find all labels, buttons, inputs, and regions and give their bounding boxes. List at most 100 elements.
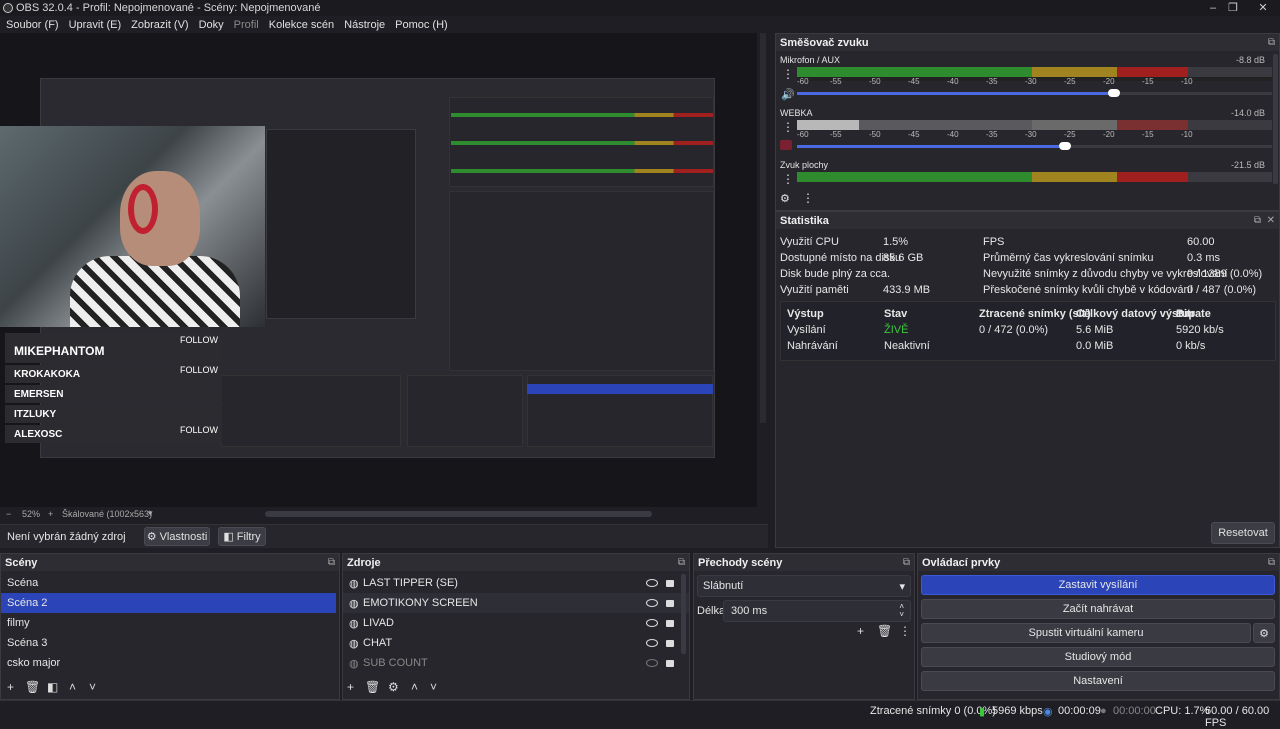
undock-icon[interactable]: ⧉ [902, 557, 910, 568]
menu-tools[interactable]: Nástroje [344, 18, 386, 31]
mixer-channel-name: Mikrofon / AUX [780, 55, 841, 65]
eye-icon[interactable] [646, 619, 658, 627]
source-item[interactable]: ◍ SUB COUNT [343, 653, 689, 673]
spin-arrows-icon[interactable]: ˄ ˅ [899, 602, 904, 619]
filters-button[interactable]: ◧ Filtry [218, 527, 266, 546]
muted-speaker-icon[interactable] [780, 140, 792, 150]
kebab-menu-icon[interactable]: ⋮ [802, 191, 814, 205]
studio-mode-button[interactable]: Studiový mód [921, 647, 1275, 667]
source-item[interactable]: ◍ LIVAD [343, 613, 689, 633]
menu-file[interactable]: Soubor (F) [6, 18, 59, 31]
kebab-menu-icon[interactable]: ⋮ [782, 67, 794, 81]
kebab-menu-icon[interactable]: ⋮ [899, 624, 911, 638]
add-transition-button[interactable]: + [857, 624, 865, 638]
volume-slider[interactable] [797, 92, 1114, 95]
source-item[interactable]: ◍ LAST TIPPER (SE) [343, 573, 689, 593]
scene-item[interactable]: Scéna 2 [1, 593, 336, 613]
start-virtual-camera-button[interactable]: Spustit virtuální kameru [921, 623, 1251, 643]
duration-input[interactable]: 300 ms ˄ ˅ [723, 600, 911, 622]
chevron-down-icon[interactable]: ▾ [148, 508, 153, 518]
browser-source-icon: ◍ [349, 637, 359, 650]
volume-slider[interactable] [797, 145, 1059, 148]
virtual-camera-settings-gear-icon[interactable]: ⚙ [1253, 623, 1275, 643]
undock-icon[interactable]: ⧉ [327, 557, 335, 568]
scene-item[interactable]: filmy [7, 617, 30, 629]
lock-icon[interactable] [666, 579, 674, 587]
mixer-header: Směšovač zvuku ⧉ [776, 34, 1279, 51]
table-header: Výstup [787, 308, 824, 320]
gear-icon[interactable]: ⚙ [388, 680, 399, 694]
eye-hidden-icon[interactable] [646, 659, 658, 667]
mixer-channel-db: -8.8 dB [1235, 55, 1265, 65]
duration-label: Délka [697, 605, 726, 617]
maximize-icon[interactable]: ❐ [1228, 2, 1238, 14]
follower-row: EMERSEN [5, 385, 222, 403]
start-recording-button[interactable]: Začít nahrávat [921, 599, 1275, 619]
lock-icon[interactable] [666, 639, 674, 647]
reset-stats-button[interactable]: Resetovat [1211, 522, 1275, 544]
preview-hscrollbar[interactable] [265, 511, 652, 517]
undock-icon[interactable]: ⧉ [1267, 37, 1275, 48]
menu-docks[interactable]: Doky [198, 18, 224, 31]
filter-icon[interactable]: ◧ [47, 680, 59, 694]
follower-row: ALEXOSC FOLLOW [5, 425, 222, 443]
properties-button[interactable]: ⚙ Vlastnosti [144, 527, 210, 546]
sources-header: Zdroje ⧉ [343, 554, 689, 571]
gear-icon[interactable]: ⚙ [780, 193, 790, 205]
scene-item[interactable]: Scéna 3 [7, 637, 48, 649]
transition-select[interactable]: Slábnutí ▾ [697, 575, 911, 597]
table-cell: 5.6 MiB [1076, 324, 1114, 336]
zoom-out-button[interactable]: − [6, 509, 12, 519]
move-down-icon[interactable]: ˅ [430, 680, 438, 694]
close-icon[interactable]: ✕ [1258, 2, 1268, 14]
no-source-label: Není vybrán žádný zdroj [7, 531, 126, 543]
lock-icon[interactable] [666, 619, 674, 627]
menu-edit[interactable]: Upravit (E) [68, 18, 122, 31]
volume-slider-handle[interactable] [1108, 89, 1120, 97]
add-source-button[interactable]: + [347, 680, 355, 694]
volume-slider-handle[interactable] [1059, 142, 1071, 150]
add-scene-button[interactable]: + [7, 680, 15, 694]
trash-icon[interactable]: 🗑 [365, 680, 381, 694]
move-up-icon[interactable]: ˄ [411, 680, 419, 694]
preview-vscrollbar[interactable] [760, 33, 766, 423]
kebab-menu-icon[interactable]: ⋮ [782, 120, 794, 134]
close-icon[interactable]: ✕ [1266, 215, 1275, 226]
eye-icon[interactable] [646, 599, 658, 607]
trash-icon[interactable]: 🗑 [877, 624, 893, 638]
mixer-meter [797, 67, 1272, 77]
undock-icon[interactable]: ⧉ [677, 557, 685, 568]
menu-help[interactable]: Pomoc (H) [395, 18, 448, 31]
sources-scrollbar[interactable] [681, 574, 686, 654]
table-cell: 0 / 472 (0.0%) [979, 324, 1049, 336]
eye-icon[interactable] [646, 639, 658, 647]
speaker-icon[interactable]: 🔊 [781, 89, 795, 101]
eye-icon[interactable] [646, 579, 658, 587]
lock-icon[interactable] [666, 599, 674, 607]
stop-stream-button[interactable]: Zastavit vysílání [921, 575, 1275, 595]
mixer-scrollbar[interactable] [1273, 54, 1278, 184]
source-item[interactable]: ◍ EMOTIKONY SCREEN [343, 593, 689, 613]
mixer-channel-name: WEBKA [780, 108, 813, 118]
kebab-menu-icon[interactable]: ⋮ [782, 172, 794, 186]
scene-item[interactable]: Scéna [7, 577, 39, 589]
settings-button[interactable]: Nastavení [921, 671, 1275, 691]
undock-icon[interactable]: ⧉ [1253, 215, 1261, 226]
trash-icon[interactable]: 🗑 [25, 680, 41, 694]
menu-profile[interactable]: Profil [233, 18, 259, 31]
zoom-in-button[interactable]: + [48, 509, 54, 519]
source-item[interactable]: ◍ CHAT [343, 633, 689, 653]
record-icon: ● [1100, 705, 1107, 717]
stat-value: 85.6 GB [883, 252, 924, 264]
minimize-icon[interactable]: – [1209, 2, 1217, 14]
move-up-icon[interactable]: ˄ [69, 680, 77, 694]
gear-icon: ⚙ [146, 531, 157, 543]
lock-icon[interactable] [666, 659, 674, 667]
scene-item[interactable]: csko major [7, 657, 61, 669]
menu-view[interactable]: Zobrazit (V) [131, 18, 189, 31]
preview-canvas[interactable]: MIKEPHANTOM FOLLOW KROKAKOKA FOLLOW EMERSE… [0, 33, 766, 507]
undock-icon[interactable]: ⧉ [1267, 557, 1275, 568]
move-down-icon[interactable]: ˅ [89, 680, 97, 694]
menu-scene-collection[interactable]: Kolekce scén [268, 18, 335, 31]
follower-row: ITZLUKY [5, 405, 222, 423]
